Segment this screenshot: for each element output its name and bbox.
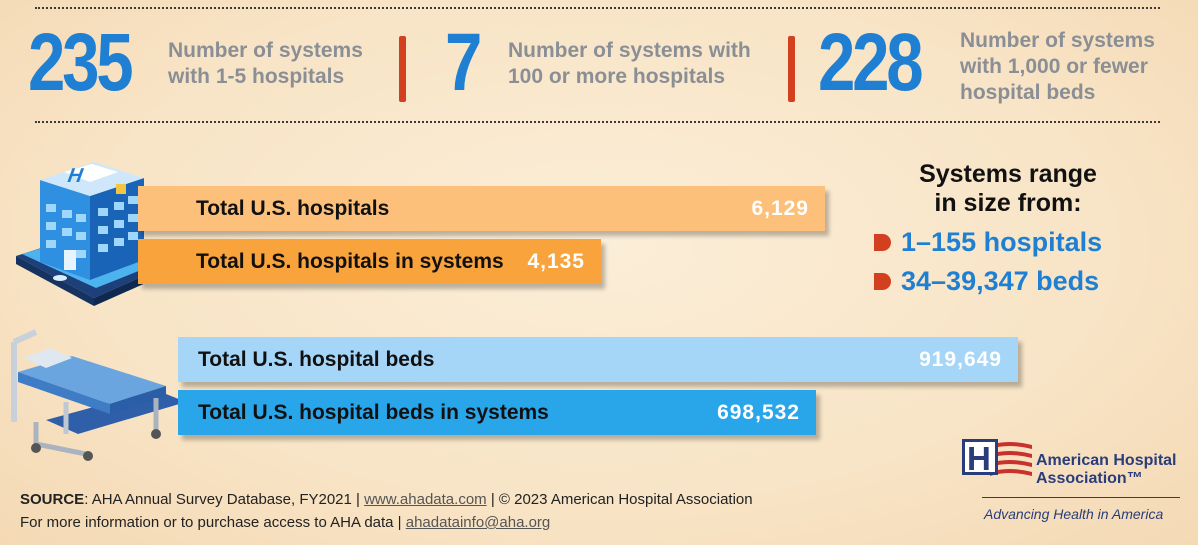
ahadata-link[interactable]: www.ahadata.com (364, 491, 487, 508)
bar-value: 4,135 (527, 249, 585, 273)
bar-label: Total U.S. hospital beds (198, 347, 435, 371)
stat-label: Number of systems with 1-5 hospitals (168, 39, 363, 88)
bullet-icon (874, 273, 891, 290)
source-line: SOURCE: AHA Annual Survey Database, FY20… (20, 491, 753, 508)
separator (399, 36, 406, 102)
bar-3: Total U.S. hospital beds in systems 698,5… (178, 390, 816, 435)
bar-value: 698,532 (717, 400, 800, 424)
logo-divider (982, 497, 1180, 498)
bar-2: Total U.S. hospital beds 919,649 (178, 337, 1018, 382)
aha-tagline: Advancing Health in America (984, 506, 1164, 522)
bar-1: Total U.S. hospitals in systems 4,135 (138, 239, 601, 284)
range-title: Systems range in size from: (919, 160, 1097, 217)
bar-label: Total U.S. hospitals in systems (196, 249, 504, 273)
bar-value: 6,129 (751, 196, 809, 220)
source-text: : AHA Annual Survey Database, FY2021 | (84, 491, 365, 508)
bullet-icon (874, 234, 891, 251)
aha-logo-icon: H (962, 439, 1032, 477)
stat-label: Number of systems with 1,000 or fewer hosp… (960, 29, 1155, 104)
copyright-text: | © 2023 American Hospital Association (486, 491, 753, 508)
range-item-beds: 34–39,347 beds (874, 266, 1099, 297)
hospital-bed-icon (11, 329, 186, 461)
separator (788, 36, 795, 102)
info-line: For more information or to purchase acce… (20, 514, 550, 531)
stat-number: 235 (28, 17, 134, 108)
svg-text:H: H (967, 440, 991, 477)
range-item-hospitals: 1–155 hospitals (874, 227, 1102, 258)
info-text: For more information or to purchase acce… (20, 514, 406, 531)
bar-label: Total U.S. hospital beds in systems (198, 400, 549, 424)
aha-name: American Hospital Association™ (1036, 452, 1177, 487)
top-divider (35, 7, 1160, 9)
email-link[interactable]: ahadatainfo@aha.org (405, 514, 551, 531)
bar-value: 919,649 (919, 347, 1002, 371)
stat-number: 228 (818, 17, 924, 108)
middle-divider (35, 121, 1160, 123)
bar-label: Total U.S. hospitals (196, 196, 390, 220)
stat-label: Number of systems with 100 or more hospit… (508, 39, 751, 88)
bar-0: Total U.S. hospitals 6,129 (138, 186, 825, 231)
stat-number: 7 (445, 17, 482, 108)
source-label: SOURCE (20, 491, 85, 508)
